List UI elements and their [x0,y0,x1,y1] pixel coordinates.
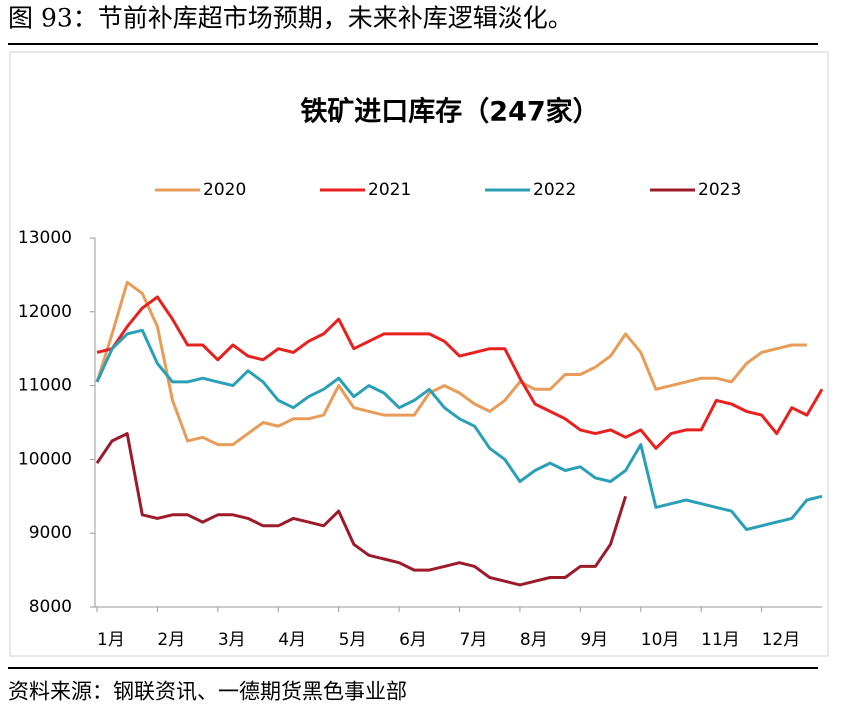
legend-label: 2022 [533,180,576,200]
y-tick-label: 11000 [18,376,72,396]
x-tick-label: 9月 [580,630,608,650]
source: 资料来源：钢联资讯、一德期货黑色事业部 [8,680,407,704]
series-line [95,280,807,447]
x-tick-label: 12月 [762,630,801,650]
x-tick-label: 8月 [520,630,548,650]
legend-label: 2020 [203,180,246,200]
x-tick-label: 5月 [339,630,367,650]
figure-title: 图 93：节前补库超市场预期，未来补库逻辑淡化。 [8,4,573,33]
y-tick-label: 9000 [29,523,72,543]
x-tick-label: 4月 [278,630,306,650]
chart-frame [9,51,829,657]
series-line [95,432,628,587]
series-line [96,295,824,450]
x-tick-label: 3月 [218,630,246,650]
x-tick-label: 6月 [399,630,427,650]
x-tick-label: 7月 [460,630,488,650]
y-tick-label: 10000 [18,449,72,469]
x-tick-label: 10月 [641,630,680,650]
legend-label: 2021 [368,180,411,200]
y-tick-label: 8000 [29,597,72,617]
chart-title: 铁矿进口库存（247家） [300,96,599,128]
x-tick-label: 11月 [701,630,740,650]
y-tick-label: 13000 [18,228,72,248]
series-line [95,328,823,531]
y-tick-label: 12000 [18,302,72,322]
legend-label: 2023 [698,180,741,200]
x-tick-label: 2月 [157,630,185,650]
x-tick-label: 1月 [97,630,125,650]
